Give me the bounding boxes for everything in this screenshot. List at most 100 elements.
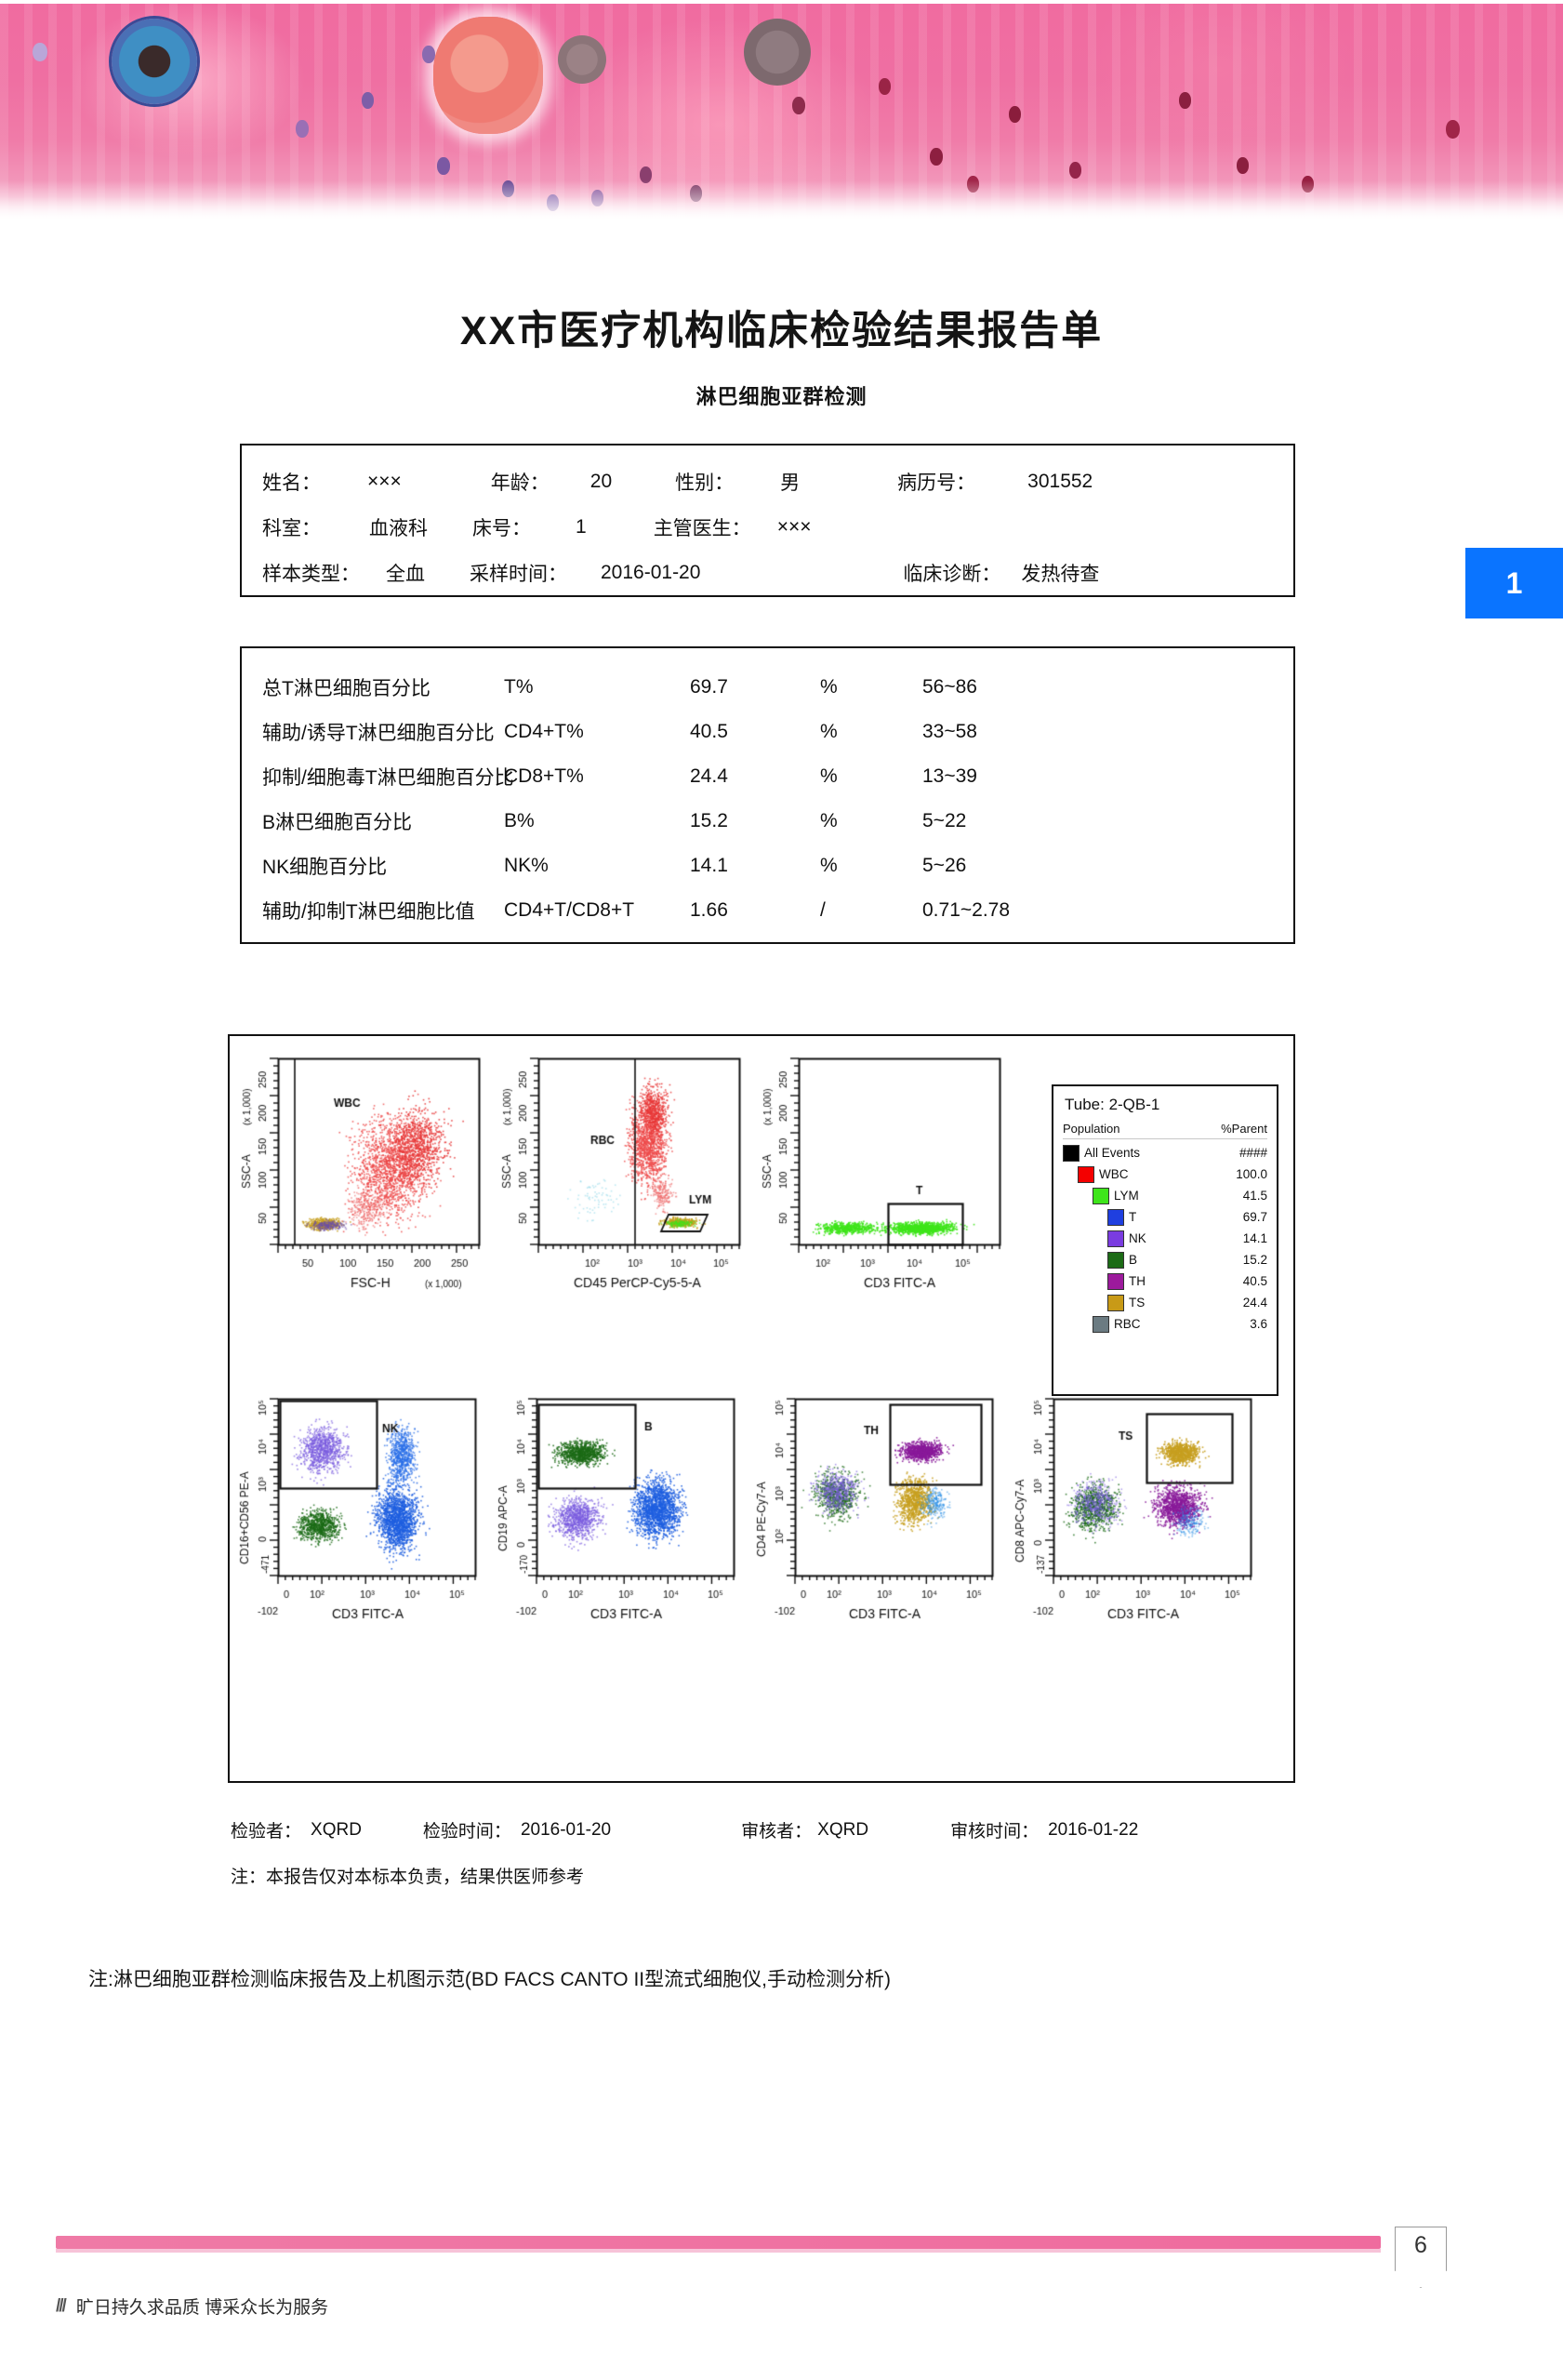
- table-row: 样本类型： 全血 采样时间： 2016-01-20 临床诊断： 发热待查: [262, 550, 1273, 595]
- field-value-diagnosis: 发热待查: [1021, 563, 1100, 585]
- legend-value: 100.0: [1236, 1167, 1267, 1181]
- legend-value: 40.5: [1242, 1274, 1267, 1288]
- field-value-sample-time: 2016-01-20: [601, 561, 701, 583]
- result-abbr: B%: [504, 810, 535, 831]
- legend-row: All Events ####: [1063, 1142, 1267, 1163]
- virus-blue-icon: [112, 19, 197, 104]
- result-abbr: CD4+T%: [504, 721, 584, 742]
- footer-rule: [56, 2236, 1381, 2253]
- patient-info-table: 姓名： ××× 年龄： 20 性别： 男 病历号： 301552 科室： 血液科…: [240, 444, 1295, 597]
- field-value-age: 20: [589, 470, 613, 492]
- page-number-badge: 6: [1395, 2227, 1447, 2288]
- legend-swatch-icon: [1078, 1165, 1094, 1183]
- slash-icon: ///: [56, 2295, 67, 2316]
- signature-line: 检验者： XQRD 检验时间： 2016-01-20 审核者： XQRD 审核时…: [231, 1817, 1309, 1842]
- cell-dot: [640, 166, 652, 183]
- result-name: NK细胞百分比: [262, 857, 388, 878]
- legend-row: WBC 100.0: [1063, 1163, 1267, 1185]
- legend-row: T 69.7: [1063, 1206, 1267, 1228]
- result-abbr: CD4+T/CD8+T: [504, 899, 635, 921]
- result-unit: /: [820, 899, 826, 921]
- tester-label: 检验者：: [231, 1822, 302, 1842]
- table-row: 总T淋巴细胞百分比 T% 69.7 % 56~86: [242, 665, 1293, 710]
- result-reference: 13~39: [922, 765, 977, 787]
- result-abbr: NK%: [504, 855, 549, 876]
- footer-tagline-row: /// 旷日持久求品质 博采众长为服务: [56, 2294, 328, 2319]
- result-unit: %: [820, 676, 838, 698]
- result-reference: 56~86: [922, 676, 977, 698]
- flow-legend-box: Tube: 2-QB-1 Population %Parent All Even…: [1052, 1084, 1278, 1396]
- result-reference: 0.71~2.78: [922, 899, 1011, 921]
- legend-label: B: [1129, 1253, 1138, 1267]
- legend-row: B 15.2: [1063, 1249, 1267, 1270]
- legend-swatch-icon: [1107, 1208, 1124, 1226]
- result-value: 24.4: [690, 765, 728, 787]
- banner-fade: [0, 180, 1563, 223]
- result-value: 69.7: [690, 676, 728, 698]
- field-value-record-no: 301552: [1027, 470, 1093, 492]
- result-value: 15.2: [690, 810, 728, 831]
- field-label-department: 科室：: [262, 517, 321, 539]
- page-top-rule: [0, 0, 1563, 4]
- field-value-gender: 男: [780, 472, 801, 494]
- legend-value: 3.6: [1250, 1317, 1267, 1331]
- legend-row: RBC 3.6: [1063, 1313, 1267, 1335]
- reviewer-value: XQRD: [817, 1819, 869, 1840]
- footer-tagline: 旷日持久求品质 博采众长为服务: [75, 2298, 329, 2318]
- legend-swatch-icon: [1063, 1144, 1080, 1162]
- legend-value: 24.4: [1242, 1296, 1267, 1310]
- result-name: B淋巴细胞百分比: [262, 812, 413, 833]
- reviewer-label: 审核者：: [741, 1822, 813, 1842]
- result-unit: %: [820, 721, 838, 742]
- result-value: 14.1: [690, 855, 728, 876]
- legend-swatch-icon: [1107, 1294, 1124, 1311]
- table-row: 辅助/诱导T淋巴细胞百分比 CD4+T% 40.5 % 33~58: [242, 710, 1293, 754]
- cell-dot: [296, 120, 309, 138]
- legend-label: RBC: [1114, 1317, 1141, 1331]
- table-row: 姓名： ××× 年龄： 20 性别： 男 病历号： 301552: [262, 459, 1273, 504]
- review-date-value: 2016-01-22: [1048, 1819, 1139, 1840]
- result-unit: %: [820, 810, 838, 831]
- legend-swatch-icon: [1093, 1187, 1109, 1204]
- result-reference: 33~58: [922, 721, 977, 742]
- field-label-record-no: 病历号：: [897, 472, 976, 494]
- tester-value: XQRD: [311, 1819, 362, 1840]
- cell-dot: [437, 157, 450, 175]
- legend-label: TH: [1129, 1274, 1146, 1288]
- table-row: 抑制/细胞毒T淋巴细胞百分比 CD8+T% 24.4 % 13~39: [242, 754, 1293, 799]
- legend-row: TS 24.4: [1063, 1292, 1267, 1313]
- result-unit: %: [820, 765, 838, 787]
- cell-dot: [1179, 92, 1191, 109]
- legend-label: T: [1129, 1210, 1137, 1224]
- cell-dot: [1446, 120, 1460, 139]
- legend-label: TS: [1129, 1296, 1146, 1310]
- cell-dot: [930, 148, 943, 166]
- test-date-label: 检验时间：: [422, 1822, 511, 1842]
- result-name: 抑制/细胞毒T淋巴细胞百分比: [262, 767, 514, 789]
- legend-col-parent: %Parent: [1221, 1122, 1267, 1136]
- field-value-bed-no: 1: [576, 515, 587, 538]
- field-label-diagnosis: 临床诊断：: [903, 563, 1001, 585]
- figure-caption: 注:淋巴细胞亚群检测临床报告及上机图示范(BD FACS CANTO II型流式…: [88, 1969, 891, 1990]
- result-value: 1.66: [690, 899, 728, 921]
- virus-gray-icon-2: [744, 19, 811, 86]
- legend-label: NK: [1129, 1231, 1146, 1245]
- field-label-bed-no: 床号：: [472, 517, 531, 539]
- table-row: 辅助/抑制T淋巴细胞比值 CD4+T/CD8+T 1.66 / 0.71~2.7…: [242, 888, 1293, 933]
- section-tab-marker: 1: [1465, 548, 1563, 618]
- table-row: NK细胞百分比 NK% 14.1 % 5~26: [242, 844, 1293, 888]
- legend-swatch-icon: [1093, 1315, 1109, 1333]
- cell-dot: [33, 43, 47, 61]
- virus-gray-icon-1: [558, 35, 606, 84]
- legend-value: ####: [1238, 1146, 1267, 1160]
- cell-dot: [422, 46, 435, 63]
- result-reference: 5~26: [922, 855, 967, 876]
- review-date-label: 审核时间：: [950, 1822, 1040, 1842]
- results-table: 总T淋巴细胞百分比 T% 69.7 % 56~86 辅助/诱导T淋巴细胞百分比 …: [240, 646, 1295, 944]
- page-subtitle: 淋巴细胞亚群检测: [695, 385, 868, 408]
- legend-value: 41.5: [1242, 1189, 1267, 1203]
- result-abbr: CD8+T%: [504, 765, 584, 787]
- result-unit: %: [820, 855, 838, 876]
- field-label-name: 姓名：: [262, 472, 321, 494]
